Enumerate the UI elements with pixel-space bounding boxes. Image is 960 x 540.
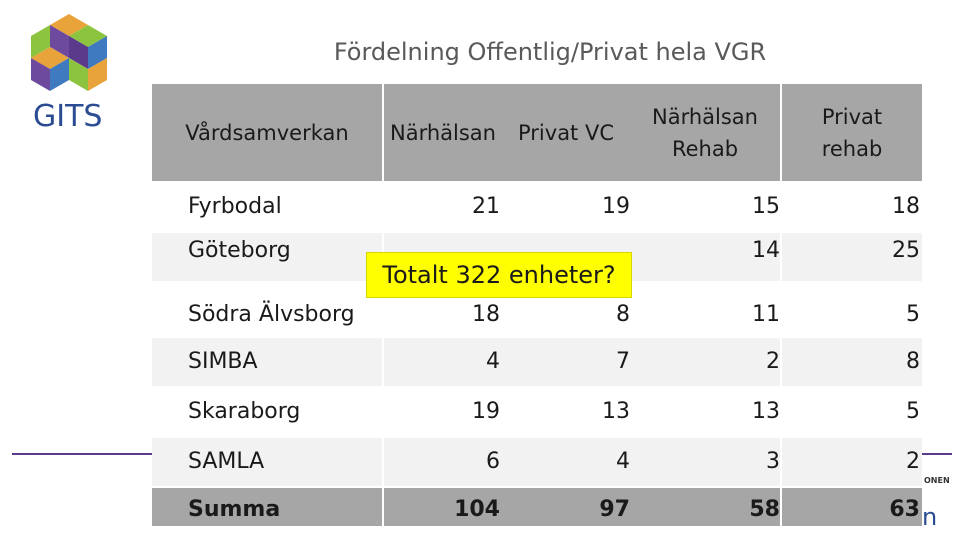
cell-narhalsan: 19 — [472, 399, 500, 424]
distribution-table: Vårdsamverkan Närhälsan Privat VC Närhäl… — [152, 84, 922, 526]
total-units-callout: Totalt 322 enheter? — [366, 252, 632, 298]
cell-privat-vc: 4 — [616, 449, 630, 474]
cell-privat-vc: 13 — [602, 399, 630, 424]
table-row: SIMBA 4 7 2 8 — [152, 338, 922, 386]
cell-privat-rehab: 18 — [892, 194, 920, 219]
gits-logo-text: GITS — [33, 99, 103, 134]
column-divider — [382, 84, 384, 526]
cell-narhalsan: 21 — [472, 194, 500, 219]
cell-narhalsan-rehab: 2 — [766, 349, 780, 374]
cell-privat-rehab: 25 — [892, 238, 920, 263]
cell-narhalsan-rehab: 11 — [752, 302, 780, 327]
decorative-line — [12, 453, 152, 455]
sum-narhalsan: 104 — [454, 497, 500, 522]
cell-privat-vc: 8 — [616, 302, 630, 327]
cell-narhalsan-rehab: 14 — [752, 238, 780, 263]
header-privat-rehab: Privat rehab — [821, 104, 883, 161]
table-header — [152, 84, 922, 181]
row-name: Södra Älvsborg — [188, 302, 355, 327]
cell-narhalsan-rehab: 15 — [752, 194, 780, 219]
cell-narhalsan-rehab: 3 — [766, 449, 780, 474]
summary-label: Summa — [188, 497, 281, 522]
header-privat-vc: Privat VC — [518, 120, 614, 145]
sum-privat-vc: 97 — [599, 497, 630, 522]
cell-privat-vc: 7 — [616, 349, 630, 374]
cell-narhalsan: 18 — [472, 302, 500, 327]
vgr-logo-small-text: ONEN — [924, 476, 950, 485]
row-divider — [152, 386, 922, 388]
cell-narhalsan: 4 — [486, 349, 500, 374]
table-row: Södra Älvsborg 18 8 11 5 — [152, 281, 922, 329]
cell-narhalsan-rehab: 13 — [752, 399, 780, 424]
row-divider — [152, 436, 922, 438]
table-row: Fyrbodal 21 19 15 18 — [152, 183, 922, 231]
gits-logo-cubes-icon — [31, 14, 107, 91]
row-divider — [152, 231, 922, 233]
cell-privat-rehab: 2 — [906, 449, 920, 474]
column-divider — [780, 84, 782, 526]
table-row: Skaraborg 19 13 13 5 — [152, 388, 922, 436]
cell-narhalsan: 6 — [486, 449, 500, 474]
sum-narhalsan-rehab: 58 — [749, 497, 780, 522]
gits-logo: GITS — [22, 12, 122, 134]
header-narhalsan: Närhälsan — [390, 120, 496, 145]
row-name: SAMLA — [188, 449, 265, 474]
row-name: Göteborg — [188, 238, 291, 263]
cell-privat-rehab: 5 — [906, 302, 920, 327]
header-vardsamverkan: Vårdsamverkan — [185, 120, 349, 145]
cell-privat-rehab: 8 — [906, 349, 920, 374]
row-name: Skaraborg — [188, 399, 301, 424]
decorative-line-right — [922, 453, 952, 455]
page-title: Fördelning Offentlig/Privat hela VGR — [333, 38, 767, 66]
row-name: SIMBA — [188, 349, 258, 374]
summary-row: Summa 104 97 58 63 — [152, 488, 922, 526]
cell-privat-rehab: 5 — [906, 399, 920, 424]
header-narhalsan-rehab: Närhälsan Rehab — [652, 104, 758, 161]
row-name: Fyrbodal — [188, 194, 282, 219]
vgr-logo-text: n — [922, 503, 938, 531]
sum-privat-rehab: 63 — [889, 497, 920, 522]
cell-privat-vc: 19 — [602, 194, 630, 219]
table-row: SAMLA 6 4 3 2 — [152, 438, 922, 486]
